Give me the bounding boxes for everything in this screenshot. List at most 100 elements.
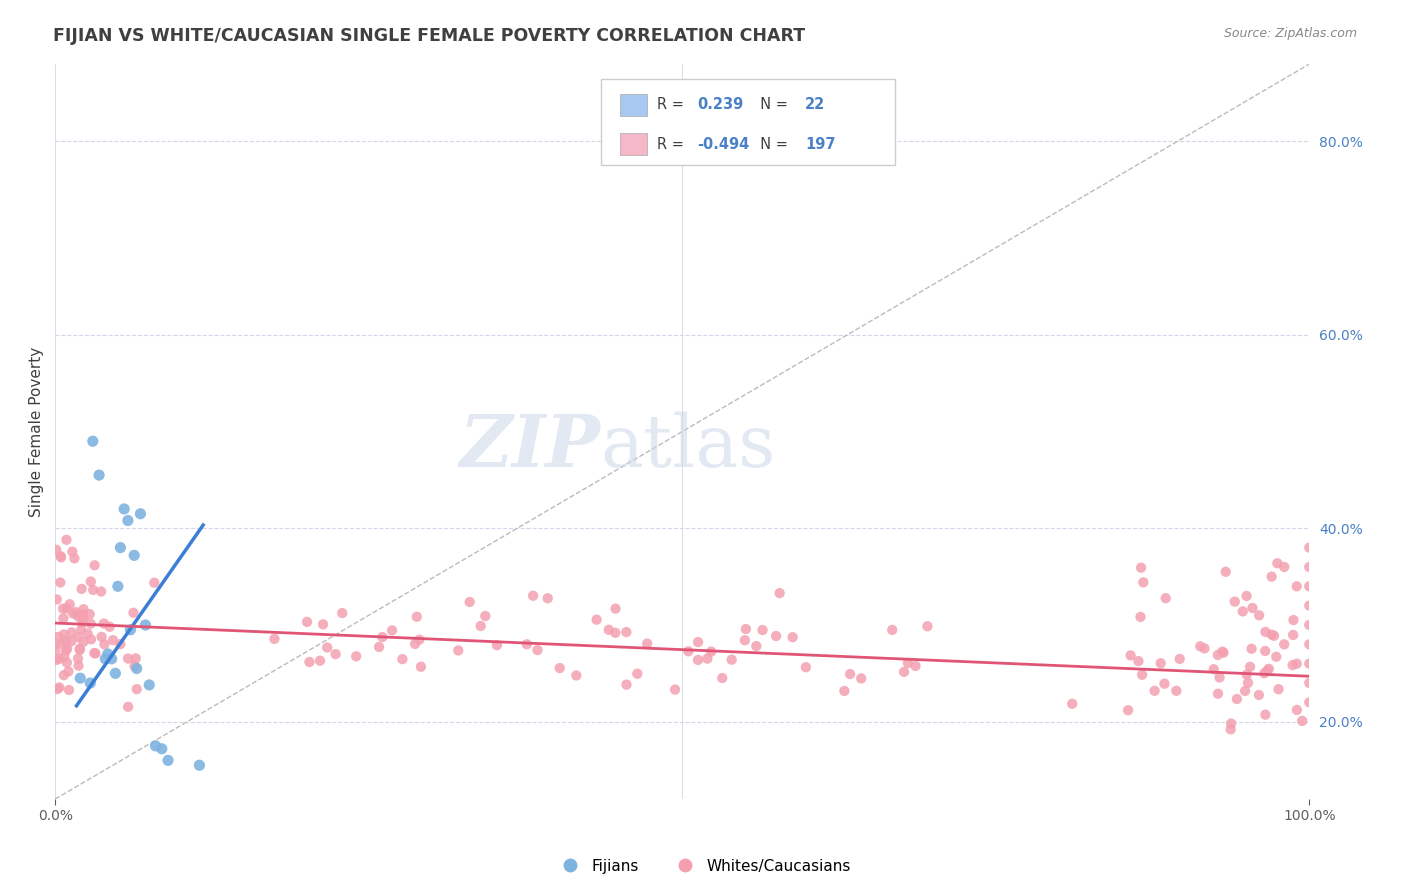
- Point: [1211, 645, 1233, 659]
- Point: [72, 602, 94, 616]
- Point: [100, 652, 122, 666]
- Point: [711, 671, 734, 685]
- Point: [700, 644, 723, 658]
- Point: [143, 575, 166, 590]
- Point: [522, 589, 544, 603]
- Point: [55, 601, 77, 615]
- Point: [696, 651, 718, 665]
- Point: [447, 643, 470, 657]
- Point: [1129, 610, 1152, 624]
- Point: [636, 636, 658, 650]
- Point: [104, 666, 127, 681]
- Point: [1253, 666, 1275, 681]
- Point: [62, 607, 84, 621]
- Point: [58, 665, 80, 679]
- Point: [145, 739, 167, 753]
- Point: [1168, 652, 1191, 666]
- Point: [526, 643, 548, 657]
- Point: [1282, 628, 1305, 642]
- Point: [72, 611, 94, 625]
- Point: [107, 579, 129, 593]
- Point: [371, 630, 394, 644]
- Point: [1285, 703, 1308, 717]
- Point: [1298, 657, 1320, 671]
- Point: [83, 646, 105, 660]
- Point: [93, 616, 115, 631]
- Point: [188, 758, 211, 772]
- Point: [1260, 569, 1282, 583]
- Point: [897, 656, 920, 670]
- Point: [1254, 707, 1277, 722]
- Point: [585, 613, 607, 627]
- Point: [1194, 641, 1216, 656]
- Point: [97, 647, 120, 661]
- Point: [1272, 560, 1295, 574]
- Point: [60, 544, 83, 558]
- Point: [312, 617, 335, 632]
- Point: [67, 609, 90, 624]
- Point: [882, 623, 904, 637]
- Point: [1237, 676, 1260, 690]
- Point: [626, 666, 648, 681]
- Point: [52, 601, 75, 615]
- Point: [1062, 697, 1084, 711]
- Y-axis label: Single Female Poverty: Single Female Poverty: [30, 346, 44, 516]
- Point: [893, 665, 915, 679]
- Point: [110, 541, 132, 555]
- Point: [82, 582, 104, 597]
- Point: [46, 681, 69, 696]
- Point: [150, 741, 173, 756]
- Point: [72, 615, 94, 630]
- Text: N =: N =: [751, 136, 793, 152]
- Point: [1254, 644, 1277, 658]
- Point: [734, 622, 756, 636]
- Point: [1298, 695, 1320, 709]
- Point: [794, 660, 817, 674]
- Point: [1208, 670, 1230, 684]
- Text: -0.494: -0.494: [697, 136, 749, 152]
- Point: [1298, 560, 1320, 574]
- Point: [1189, 640, 1212, 654]
- Point: [90, 584, 112, 599]
- Point: [263, 632, 285, 646]
- Point: [1153, 676, 1175, 690]
- Point: [45, 592, 67, 607]
- Point: [1166, 683, 1188, 698]
- Point: [686, 635, 709, 649]
- Point: [686, 653, 709, 667]
- Point: [1206, 648, 1229, 662]
- Point: [598, 623, 620, 637]
- Point: [1263, 629, 1285, 643]
- Point: [1247, 688, 1270, 702]
- Point: [470, 619, 492, 633]
- Point: [1298, 541, 1320, 555]
- Point: [295, 615, 318, 629]
- Point: [56, 641, 79, 656]
- Point: [70, 623, 93, 637]
- Point: [52, 668, 75, 682]
- Point: [117, 651, 139, 665]
- Point: [66, 651, 89, 665]
- Point: [82, 434, 104, 449]
- Point: [129, 507, 152, 521]
- Point: [124, 659, 146, 673]
- Point: [1298, 599, 1320, 613]
- Point: [537, 591, 560, 606]
- Point: [1236, 589, 1258, 603]
- Point: [59, 597, 82, 611]
- Bar: [620, 133, 647, 155]
- Point: [1128, 654, 1150, 668]
- Point: [1298, 618, 1320, 632]
- Point: [516, 637, 538, 651]
- Point: [69, 671, 91, 685]
- Bar: [620, 94, 647, 116]
- Text: N =: N =: [751, 97, 793, 112]
- Point: [1226, 692, 1249, 706]
- Point: [325, 647, 347, 661]
- Point: [80, 574, 103, 589]
- Point: [330, 606, 353, 620]
- Point: [72, 607, 94, 622]
- Point: [98, 620, 121, 634]
- Point: [1265, 556, 1288, 570]
- Text: atlas: atlas: [600, 411, 776, 482]
